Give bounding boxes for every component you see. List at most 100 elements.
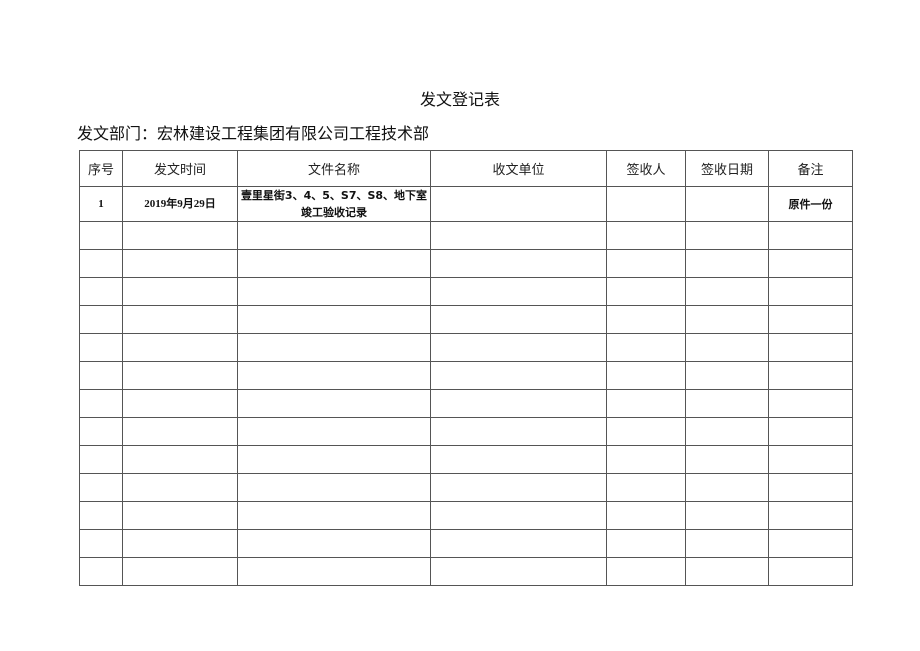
empty-cell [768,277,853,306]
empty-cell [122,529,238,558]
table-row [79,305,853,334]
table-row [79,249,853,278]
empty-cell [122,333,238,362]
empty-cell [606,361,686,390]
empty-cell [768,445,853,474]
empty-cell [79,389,123,418]
empty-cell [237,333,431,362]
empty-cell [79,473,123,502]
register-table: 序号 发文时间 文件名称 收文单位 签收人 签收日期 备注 1 2019年9月2… [79,150,853,586]
empty-cell [122,557,238,586]
empty-cell [237,417,431,446]
empty-cell [685,249,769,278]
empty-cell [606,445,686,474]
empty-cell [79,417,123,446]
col-header-name: 文件名称 [237,150,431,187]
empty-cell [237,529,431,558]
empty-cell [430,445,607,474]
table-row [79,333,853,362]
col-header-sign-date: 签收日期 [685,150,769,187]
empty-cell [606,389,686,418]
empty-cell [768,473,853,502]
empty-cell [79,277,123,306]
col-header-index: 序号 [79,150,123,187]
empty-cell [685,501,769,530]
empty-cell [237,445,431,474]
empty-cell [430,305,607,334]
empty-cell [122,389,238,418]
department-line: 发文部门：宏林建设工程集团有限公司工程技术部 [77,124,430,143]
empty-cell [685,557,769,586]
empty-cell [430,417,607,446]
table-row [79,277,853,306]
empty-cell [685,417,769,446]
empty-cell [685,473,769,502]
empty-cell [685,333,769,362]
empty-cell [237,473,431,502]
empty-cell [685,361,769,390]
cell-signer [606,186,686,222]
empty-cell [122,249,238,278]
empty-cell [768,249,853,278]
empty-cell [79,305,123,334]
empty-cell [79,221,123,250]
table-row: 1 2019年9月29日 壹里星街3、4、5、S7、S8、地下室竣工验收记录 原… [79,186,853,222]
empty-cell [430,361,607,390]
cell-remark: 原件一份 [768,186,853,222]
table-row [79,501,853,530]
table-row [79,529,853,558]
col-header-signer: 签收人 [606,150,686,187]
empty-cell [122,361,238,390]
empty-cell [606,417,686,446]
table-row [79,417,853,446]
empty-cell [685,221,769,250]
col-header-recipient: 收文单位 [430,150,607,187]
empty-cell [237,361,431,390]
empty-cell [79,529,123,558]
empty-cell [768,305,853,334]
empty-cell [606,249,686,278]
empty-cell [237,249,431,278]
empty-cell [79,557,123,586]
empty-cell [768,361,853,390]
empty-cell [430,221,607,250]
empty-cell [122,417,238,446]
empty-cell [79,445,123,474]
empty-cell [606,501,686,530]
empty-cell [430,333,607,362]
empty-cell [685,529,769,558]
empty-cell [122,501,238,530]
empty-cell [430,277,607,306]
empty-cell [606,529,686,558]
empty-cell [237,221,431,250]
empty-cell [122,305,238,334]
empty-cell [430,249,607,278]
empty-cell [768,333,853,362]
empty-cell [606,557,686,586]
empty-cell [122,473,238,502]
empty-cell [768,221,853,250]
empty-cell [768,529,853,558]
empty-cell [768,501,853,530]
page-title: 发文登记表 [419,90,500,109]
empty-cell [79,333,123,362]
table-row [79,473,853,502]
empty-cell [430,389,607,418]
empty-cell [606,221,686,250]
empty-cell [606,333,686,362]
empty-cell [122,221,238,250]
empty-cell [237,277,431,306]
cell-date: 2019年9月29日 [122,186,238,222]
empty-cell [768,557,853,586]
empty-cell [430,557,607,586]
empty-cell [79,249,123,278]
empty-cell [685,389,769,418]
empty-cell [79,361,123,390]
empty-cell [606,305,686,334]
empty-cell [430,473,607,502]
empty-cell [430,501,607,530]
empty-cell [122,445,238,474]
empty-cell [606,277,686,306]
empty-cell [685,305,769,334]
empty-cell [237,305,431,334]
